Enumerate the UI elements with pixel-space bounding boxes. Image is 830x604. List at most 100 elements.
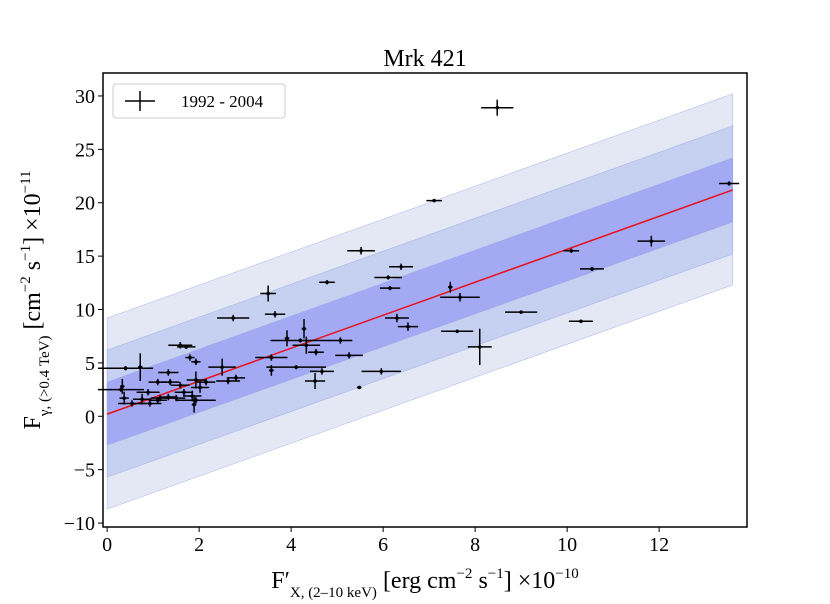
point [519,310,523,314]
point [325,280,329,285]
x-tick-label: 0 [102,534,112,556]
point [294,365,299,369]
y-tick-label: 5 [85,353,95,375]
point [120,384,125,389]
legend-label: 1992 - 2004 [181,92,264,111]
point [298,338,303,343]
plot-frame [102,72,748,528]
point [432,198,437,203]
point [649,239,654,243]
label-sup: −1 [18,245,34,261]
point [386,275,391,280]
legend: 1992 - 2004 [112,83,286,119]
x-tick-label: 10 [557,534,577,556]
x-tick-label: 2 [194,534,204,556]
point [302,326,306,331]
label-part: F [20,416,46,429]
point [194,360,198,364]
point [379,369,384,374]
label-sup: −11 [18,170,34,193]
label-part: ] ×10 [504,568,556,594]
point [727,181,731,186]
label-sup: −2 [456,566,472,582]
point [188,355,192,360]
label-sup: −2 [18,276,34,292]
point [579,319,583,324]
point [178,383,183,388]
y-tick-label: −10 [64,513,95,535]
point [123,366,128,371]
point [220,365,224,369]
point [182,390,186,395]
point [388,286,392,290]
x-tick-label: 6 [378,534,388,556]
point [347,353,351,358]
point [448,285,453,289]
point [357,385,362,390]
point [234,376,238,380]
label-sup: −10 [555,566,578,582]
point [273,312,277,317]
point [204,380,208,384]
point [194,378,198,382]
point [406,324,410,329]
points [97,99,740,413]
y-tick-label: 30 [75,86,95,108]
point [455,329,460,334]
point [194,398,198,403]
y-axis-label: Fγ, (>0.4 TeV) [cm−2 s−1] ×10−11 [18,170,53,429]
point [269,368,274,373]
fit-line [106,189,733,415]
label-sup: −1 [488,566,504,582]
point [338,338,343,343]
point [590,267,594,271]
x-tick-label: 4 [286,534,296,556]
point [359,248,363,253]
point [190,394,195,398]
point [198,385,202,390]
point [458,295,462,300]
label-part: [erg cm [377,568,457,594]
x-tick-label: 12 [649,534,669,556]
y-tick-label: 25 [75,139,95,161]
point [313,379,317,383]
point [155,398,160,403]
point [269,355,274,360]
point [184,345,189,349]
point [314,350,318,355]
point [148,401,152,406]
label-part: ] ×10 [20,193,46,245]
point [231,316,235,320]
y-tick-label: 10 [75,300,95,322]
point [146,390,150,395]
label-part: s [472,568,487,594]
label-part: [cm [20,292,46,336]
label-sub: X, (2–10 keV) [290,585,377,601]
label-part: F′ [271,568,290,594]
point [140,397,144,401]
point [266,291,270,296]
point [285,336,289,341]
point [226,379,230,383]
y-tick-label: −5 [74,460,95,482]
point [395,316,399,320]
point [304,343,309,348]
point [166,370,171,375]
point [192,402,196,407]
y-tick-label: 20 [75,193,95,215]
point [166,395,171,399]
point [569,248,574,253]
point [168,380,172,384]
y-tick-label: 15 [75,246,95,268]
point [399,264,403,269]
point [495,105,500,110]
point [155,380,160,384]
fit [106,189,733,415]
point [320,369,324,374]
label-part: s [20,261,46,276]
label-sub: γ, (>0.4 TeV) [37,335,53,417]
x-axis-label: F′X, (2–10 keV) [erg cm−2 s−1] ×10−10 [271,566,579,601]
ticks: 0 2 4 6 8 10 12 −10 −5 0 5 10 15 20 25 30 [64,86,669,556]
point [130,401,134,406]
